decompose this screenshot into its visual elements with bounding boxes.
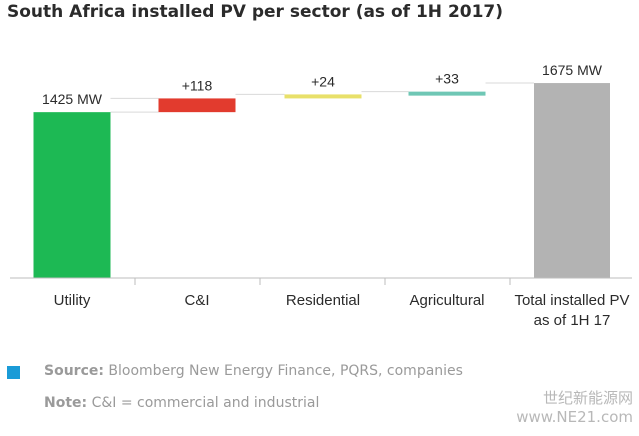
- bars: [33, 83, 610, 279]
- bar-c-i: [158, 98, 236, 113]
- legend-swatch: [7, 366, 20, 379]
- chart-title: South Africa installed PV per sector (as…: [7, 2, 504, 22]
- waterfall-chart: 1425 MW +118 +24 +33 1675 MW Utility C&I Resid…: [10, 62, 632, 329]
- bar-total-installed-pv-as-of-1h-17: [534, 83, 610, 279]
- data-labels: 1425 MW +118 +24 +33 1675 MW: [42, 62, 603, 107]
- watermark: 世纪新能源网 www.NE21.com: [516, 389, 633, 427]
- data-label: +118: [182, 77, 213, 93]
- bar-agricultural: [408, 91, 486, 96]
- note-text: C&I = commercial and industrial: [87, 395, 320, 411]
- data-label: 1425 MW: [42, 91, 103, 107]
- source-label: Source:: [44, 363, 104, 379]
- category-label: Utility: [54, 292, 91, 309]
- category-label: Agricultural: [409, 292, 484, 309]
- source-text: Bloomberg New Energy Finance, PQRS, comp…: [103, 363, 463, 379]
- data-label: +33: [435, 71, 459, 87]
- x-axis: Utility C&I Residential Agricultural Total i…: [10, 277, 632, 329]
- bar-residential: [284, 94, 362, 99]
- source-line: Source: Bloomberg New Energy Finance, PQ…: [44, 363, 463, 379]
- watermark-line1: 世纪新能源网: [542, 389, 633, 407]
- data-label: +24: [311, 73, 335, 89]
- category-label: Total installed PV: [514, 292, 629, 309]
- category-label: Residential: [286, 292, 360, 309]
- note-label: Note:: [44, 395, 88, 411]
- data-label: 1675 MW: [542, 62, 603, 78]
- watermark-line2: www.NE21.com: [516, 408, 633, 426]
- category-label: as of 1H 17: [534, 312, 611, 329]
- bar-utility: [33, 112, 111, 278]
- note-line: Note: C&I = commercial and industrial: [44, 395, 319, 411]
- connector-lines: [110, 82, 534, 113]
- category-label: C&I: [184, 292, 209, 309]
